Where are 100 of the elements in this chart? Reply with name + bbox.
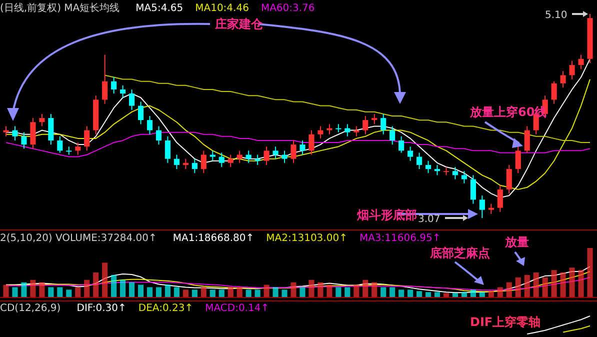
candlestick [39,113,45,127]
candlestick [48,113,54,146]
candlestick [228,154,234,168]
chart-title: 2(5,10,20) VOLUME:37284.00↑ [0,233,157,244]
bar [569,268,575,297]
candlestick [3,126,9,137]
annotation: 5.10 [545,10,568,21]
candlestick [21,132,27,150]
candlestick [12,126,18,141]
candlestick [578,54,584,70]
bar [479,292,485,297]
bar [434,292,440,297]
bar [129,282,135,297]
annotation: DIF上穿零轴 [470,315,541,329]
candlestick [461,170,467,184]
candlestick [408,146,414,162]
bar [470,290,476,297]
bar [192,290,198,297]
bar [39,282,45,297]
candlestick [174,154,180,170]
bar [443,293,450,297]
bar [354,284,360,297]
bar [318,282,324,297]
candlestick [84,126,90,152]
candlestick [192,158,198,174]
bar [3,284,9,297]
bar [497,287,503,297]
annotation: 放量 [504,235,529,249]
candlestick [138,101,144,125]
bar [264,284,270,297]
bar [344,287,350,297]
bar [138,284,144,297]
bar [66,290,72,297]
bar [174,287,180,297]
text: MA3:11606.95↑ [359,233,441,244]
candlestick [300,140,306,156]
bar [282,290,288,297]
bar [254,290,260,297]
bar [551,270,557,297]
bar [336,287,342,297]
candlestick [30,118,36,150]
candlestick [506,164,512,194]
bar [210,290,216,297]
candlestick [57,136,63,154]
bar [416,291,422,297]
candlestick [290,140,296,164]
candlestick [551,80,557,104]
text: DIF:0.30↑ [76,303,126,314]
text: MA60:3.76 [260,3,315,14]
bar [30,280,36,297]
candlestick [488,203,494,214]
bar [372,282,378,297]
bar [102,262,108,297]
candlestick [218,152,224,168]
bar [362,280,368,297]
bar [560,272,566,297]
chart-title: (日线,前复权) MA短长均线 [0,2,120,14]
candlestick [560,70,566,88]
bar [12,287,18,297]
candlestick [344,124,350,137]
candlestick [236,150,242,164]
candlestick [380,113,386,135]
text: MA2:13103.00↑ [266,233,348,244]
bar [300,287,306,297]
candlestick [336,124,342,133]
bar [84,280,90,297]
candlestick [362,116,368,135]
bar [111,274,117,297]
candlestick [372,113,378,125]
text: MA5:4.65 [136,3,184,14]
annotation: 底部芝麻点 [429,246,490,260]
candlestick [246,150,252,164]
bar [228,287,234,297]
candlestick [479,195,485,218]
bar [524,274,530,297]
bar [452,293,458,297]
candlestick [156,126,162,146]
bar [120,280,126,297]
candlestick [129,88,135,110]
bar [290,282,296,297]
candlestick [75,142,81,156]
bar [461,292,467,297]
bar [533,272,539,297]
bar [515,277,521,297]
legend-label: MACD:0.14↑ [205,303,270,314]
candlestick [398,136,404,154]
bar [182,290,188,297]
candlestick [515,146,521,174]
candlestick [416,152,422,170]
bar [398,290,404,297]
text: MA10:4.46 [195,3,249,14]
candlestick [524,126,530,154]
bar [408,290,414,297]
bar [380,287,386,297]
candlestick [164,136,171,164]
bar [308,280,314,297]
candlestick [434,164,440,176]
candlestick [452,166,458,180]
bar [578,270,584,297]
text: DEA:0.23↑ [138,303,194,314]
